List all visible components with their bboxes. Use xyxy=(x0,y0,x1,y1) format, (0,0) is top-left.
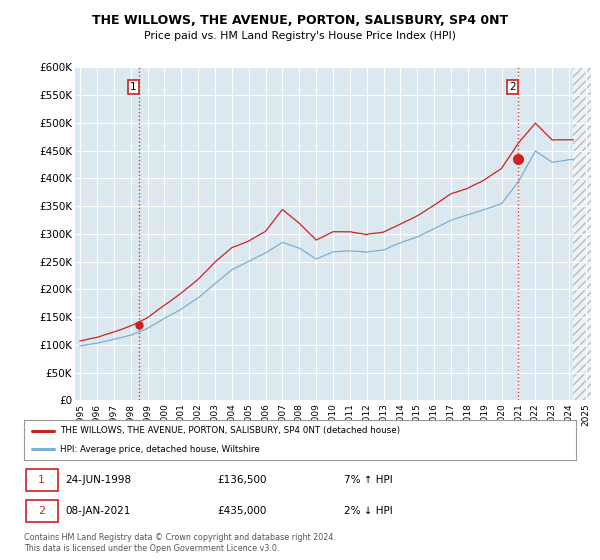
Text: 2: 2 xyxy=(38,506,45,516)
Text: 2: 2 xyxy=(509,82,516,92)
Bar xyxy=(573,67,591,400)
Text: 24-JUN-1998: 24-JUN-1998 xyxy=(65,475,131,484)
Text: £136,500: £136,500 xyxy=(217,475,266,484)
Text: 1: 1 xyxy=(130,82,137,92)
FancyBboxPatch shape xyxy=(26,500,58,521)
Text: £435,000: £435,000 xyxy=(217,506,266,516)
FancyBboxPatch shape xyxy=(26,469,58,491)
Text: 08-JAN-2021: 08-JAN-2021 xyxy=(65,506,131,516)
Text: THE WILLOWS, THE AVENUE, PORTON, SALISBURY, SP4 0NT: THE WILLOWS, THE AVENUE, PORTON, SALISBU… xyxy=(92,14,508,27)
Text: 2% ↓ HPI: 2% ↓ HPI xyxy=(344,506,393,516)
Text: 7% ↑ HPI: 7% ↑ HPI xyxy=(344,475,393,484)
Text: Price paid vs. HM Land Registry's House Price Index (HPI): Price paid vs. HM Land Registry's House … xyxy=(144,31,456,41)
Text: 1: 1 xyxy=(38,475,45,484)
Text: Contains HM Land Registry data © Crown copyright and database right 2024.
This d: Contains HM Land Registry data © Crown c… xyxy=(24,533,336,553)
Text: THE WILLOWS, THE AVENUE, PORTON, SALISBURY, SP4 0NT (detached house): THE WILLOWS, THE AVENUE, PORTON, SALISBU… xyxy=(60,426,400,435)
Text: HPI: Average price, detached house, Wiltshire: HPI: Average price, detached house, Wilt… xyxy=(60,445,260,454)
